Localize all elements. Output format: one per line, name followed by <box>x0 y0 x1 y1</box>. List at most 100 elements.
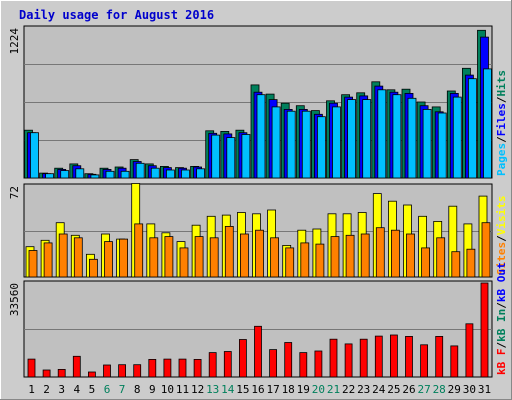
bar-pages-day-15 <box>241 134 251 179</box>
chart-title: Daily usage for August 2016 <box>19 8 214 22</box>
legend-visits_sites: Sites/Visits <box>495 196 508 276</box>
bar-kb-f-day-15 <box>238 339 247 378</box>
bar-pages-day-12 <box>196 168 206 179</box>
bar-kb-f-day-24 <box>374 335 383 378</box>
x-tick-label: 24 <box>372 383 386 396</box>
x-tick-label: 31 <box>478 383 491 396</box>
bar-pages-day-19 <box>301 110 311 179</box>
bar-pages-day-30 <box>467 78 477 179</box>
bar-kb-f-day-22 <box>344 343 353 378</box>
legend-part: / <box>495 136 508 143</box>
bar-pages-day-6 <box>105 170 115 179</box>
x-tick-label: 27 <box>417 383 430 396</box>
bar-pages-day-24 <box>377 89 387 179</box>
bar-kb-f-day-1 <box>27 358 36 378</box>
x-tick-label: 28 <box>433 383 446 396</box>
x-tick-label: 9 <box>149 383 156 396</box>
x-tick-label: 6 <box>104 383 111 396</box>
bar-kb-f-day-10 <box>163 358 172 378</box>
bar-pages-day-23 <box>362 99 372 179</box>
bar-pages-day-3 <box>60 170 70 179</box>
bar-kb-f-day-12 <box>193 358 202 378</box>
bar-kb-f-day-20 <box>314 350 323 378</box>
bar-pages-day-2 <box>45 173 54 179</box>
legend-part: Hits <box>495 70 508 97</box>
bar-kb-f-day-29 <box>450 345 459 378</box>
bar-sites-day-27 <box>421 247 431 278</box>
legend-part: / <box>495 96 508 103</box>
bar-kb-f-day-17 <box>269 349 278 378</box>
legend-part: kB F <box>495 349 508 376</box>
legend-kbytes: kB F/kB In/kB Out <box>495 262 508 375</box>
bar-kb-f-day-2 <box>42 369 51 378</box>
bar-pages-day-18 <box>286 110 296 179</box>
bar-kb-f-day-31 <box>480 282 489 378</box>
bar-kb-f-day-5 <box>88 371 96 378</box>
bar-sites-day-25 <box>390 229 400 278</box>
bar-sites-day-6 <box>104 241 113 278</box>
bar-pages-day-7 <box>120 170 130 179</box>
bar-pages-day-9 <box>150 167 160 179</box>
x-tick-label: 15 <box>236 383 249 396</box>
bar-kb-f-day-4 <box>72 355 81 378</box>
panel-kbytes: 33560 kB F/kB In/kB Out <box>8 262 508 378</box>
bar-sites-day-5 <box>89 258 98 278</box>
bar-sites-day-30 <box>466 248 476 278</box>
bar-sites-day-16 <box>255 229 264 278</box>
bar-sites-day-19 <box>300 242 310 278</box>
bar-sites-day-3 <box>58 233 68 278</box>
x-tick-label: 2 <box>43 383 50 396</box>
legend-part: kB In <box>495 309 508 342</box>
bar-sites-day-20 <box>315 243 325 278</box>
bar-sites-day-8 <box>134 223 144 278</box>
bar-sites-day-15 <box>239 233 249 278</box>
bar-kb-f-day-28 <box>435 335 444 378</box>
y-max-label: 72 <box>8 186 21 199</box>
bar-pages-day-25 <box>392 94 402 179</box>
bar-sites-day-14 <box>224 225 234 278</box>
bar-kb-f-day-8 <box>133 364 142 378</box>
legend-part: Visits <box>495 196 508 236</box>
bar-kb-f-day-7 <box>118 364 126 378</box>
bar-pages-day-20 <box>316 116 326 179</box>
bar-sites-day-28 <box>436 237 446 278</box>
bar-sites-day-23 <box>360 233 370 278</box>
x-tick-label: 3 <box>58 383 65 396</box>
legend-part: Pages <box>495 143 508 176</box>
bar-pages-day-26 <box>407 97 417 179</box>
x-tick-label: 21 <box>327 383 340 396</box>
bar-pages-day-14 <box>226 137 236 179</box>
bar-sites-day-11 <box>179 247 189 278</box>
bar-kb-f-day-6 <box>103 364 111 378</box>
bar-pages-day-5 <box>90 174 100 179</box>
bar-kb-f-day-26 <box>405 335 413 378</box>
x-tick-label: 14 <box>221 383 235 396</box>
bar-kb-f-day-30 <box>465 323 474 378</box>
x-tick-label: 8 <box>134 383 141 396</box>
bar-kb-f-day-25 <box>389 334 398 378</box>
bar-pages-day-1 <box>30 132 39 179</box>
bar-kb-f-day-23 <box>359 338 368 378</box>
bar-pages-day-27 <box>422 109 432 179</box>
bar-pages-day-28 <box>437 112 447 179</box>
x-tick-label: 30 <box>463 383 476 396</box>
x-tick-label: 1 <box>28 383 35 396</box>
x-tick-label: 7 <box>119 383 126 396</box>
bar-pages-day-11 <box>181 169 190 179</box>
bar-kb-f-day-13 <box>208 352 217 378</box>
legend-part: kB Out <box>495 262 508 302</box>
y-max-label: 1224 <box>8 28 21 55</box>
bar-pages-day-17 <box>271 106 281 179</box>
bar-kb-f-day-27 <box>420 344 429 378</box>
x-tick-label: 20 <box>312 383 325 396</box>
bar-sites-day-26 <box>406 233 415 278</box>
x-tick-label: 10 <box>161 383 174 396</box>
bar-sites-day-7 <box>119 238 128 278</box>
x-tick-label: 4 <box>73 383 80 396</box>
bar-sites-day-29 <box>451 251 461 278</box>
y-max-label: 33560 <box>8 283 21 316</box>
bar-pages-day-8 <box>135 162 145 179</box>
bar-sites-day-13 <box>209 237 219 278</box>
